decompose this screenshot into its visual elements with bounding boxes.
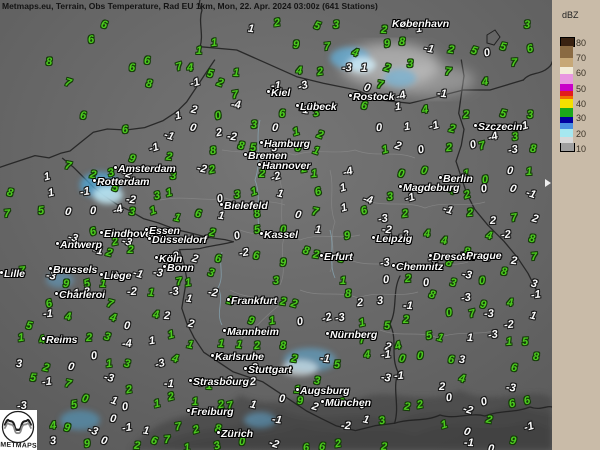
svg-text:METMAPS: METMAPS	[0, 442, 37, 450]
